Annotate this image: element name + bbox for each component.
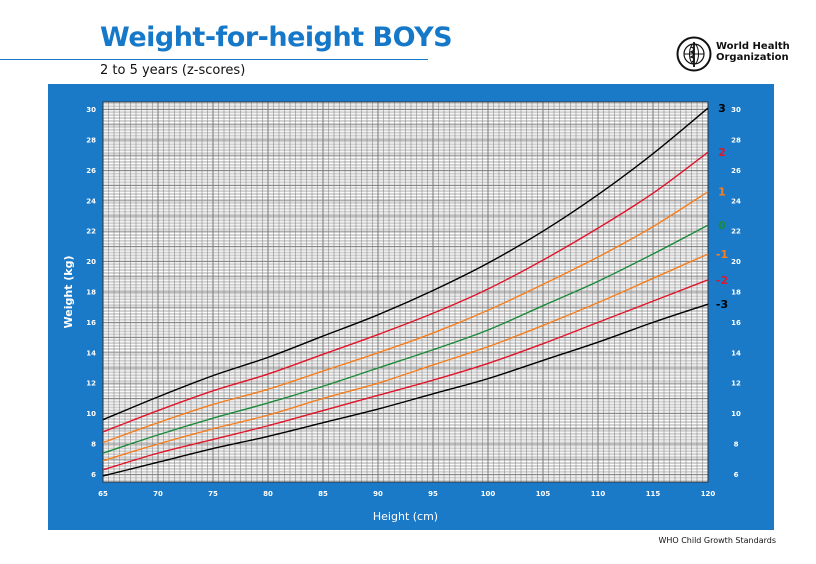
x-tick-label: 85 <box>318 490 328 498</box>
zscore-label-0: 0 <box>718 219 726 232</box>
y-tick-label-left: 10 <box>86 410 96 418</box>
zscore-label-2: 2 <box>718 146 726 159</box>
y-tick-label-left: 24 <box>86 197 96 205</box>
x-axis-label: Height (cm) <box>373 510 438 523</box>
y-tick-label-left: 14 <box>86 349 96 357</box>
x-tick-label: 105 <box>536 490 551 498</box>
zscore-curve-1 <box>102 191 709 444</box>
y-tick-label-right: 18 <box>731 289 741 297</box>
x-tick-label: 120 <box>701 490 716 498</box>
footer-credit: WHO Child Growth Standards <box>658 536 776 545</box>
y-tick-label-right: 20 <box>731 258 741 266</box>
zscore-curve-0 <box>102 224 709 454</box>
y-tick-label-right: 26 <box>731 167 741 175</box>
zscore-curve--2 <box>102 279 709 471</box>
y-tick-label-right: 16 <box>731 319 741 327</box>
zscore-label--1: -1 <box>716 248 728 261</box>
zscore-label-3: 3 <box>718 102 726 115</box>
y-tick-label-right: 10 <box>731 410 741 418</box>
y-tick-label-right: 24 <box>731 197 741 205</box>
title-rule <box>0 59 428 60</box>
zscore-curve-3 <box>102 107 709 421</box>
org-name: World Health Organization <box>716 41 796 63</box>
y-tick-label-left: 6 <box>91 471 96 479</box>
y-tick-label-right: 22 <box>731 228 741 236</box>
x-tick-label: 75 <box>208 490 218 498</box>
y-tick-label-left: 28 <box>86 137 96 145</box>
y-tick-label-left: 30 <box>86 106 96 114</box>
org-name-line1: World Health <box>716 41 790 52</box>
zscore-curve--3 <box>102 303 709 477</box>
y-tick-label-left: 12 <box>86 380 96 388</box>
x-tick-label: 65 <box>98 490 108 498</box>
y-tick-label-left: 26 <box>86 167 96 175</box>
who-logo: World Health Organization <box>676 36 796 72</box>
y-tick-label-right: 14 <box>731 349 741 357</box>
y-tick-label-right: 12 <box>731 380 741 388</box>
y-axis-label: Weight (kg) <box>62 255 75 328</box>
chart-grid <box>102 101 709 483</box>
page-title: Weight-for-height BOYS <box>100 22 453 53</box>
y-tick-label-left: 18 <box>86 289 96 297</box>
x-tick-label: 95 <box>428 490 438 498</box>
x-tick-label: 110 <box>591 490 606 498</box>
x-tick-label: 90 <box>373 490 383 498</box>
y-tick-label-left: 16 <box>86 319 96 327</box>
y-tick-label-left: 22 <box>86 228 96 236</box>
zscore-label--3: -3 <box>716 298 728 311</box>
y-tick-label-right: 8 <box>734 441 739 449</box>
y-tick-label-right: 28 <box>731 137 741 145</box>
zscore-curve-2 <box>102 151 709 433</box>
page-subtitle: 2 to 5 years (z-scores) <box>100 63 246 78</box>
who-emblem-icon <box>676 36 712 72</box>
x-tick-label: 80 <box>263 490 273 498</box>
y-tick-label-left: 20 <box>86 258 96 266</box>
plot-border <box>102 101 709 483</box>
chart-curves <box>102 107 709 477</box>
x-tick-label: 100 <box>481 490 496 498</box>
zscore-curve--1 <box>102 253 709 462</box>
y-tick-label-right: 6 <box>734 471 739 479</box>
zscore-label-1: 1 <box>718 186 726 199</box>
org-name-line2: Organization <box>716 52 789 63</box>
x-tick-label: 115 <box>646 490 661 498</box>
x-tick-label: 70 <box>153 490 163 498</box>
y-tick-label-right: 30 <box>731 106 741 114</box>
y-tick-label-left: 8 <box>91 441 96 449</box>
zscore-label--2: -2 <box>716 274 728 287</box>
